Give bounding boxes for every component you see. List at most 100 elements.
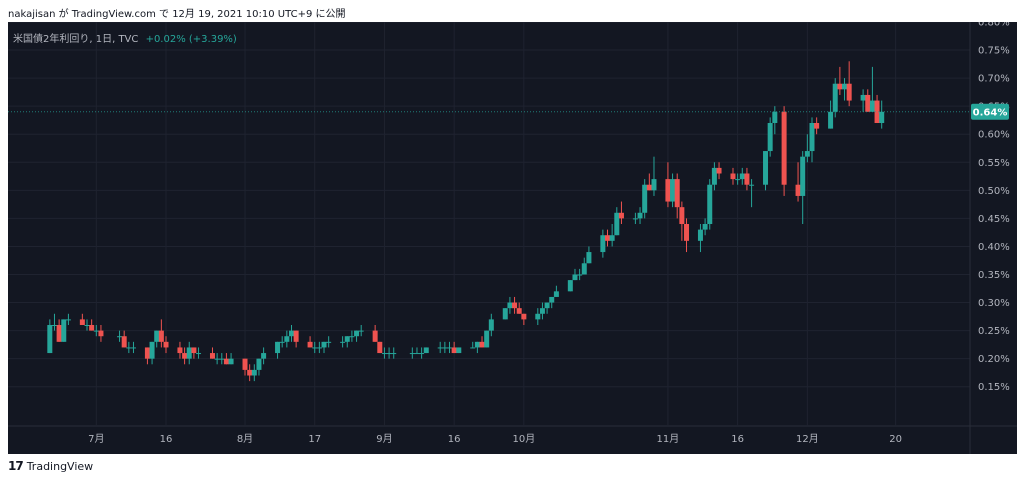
candle-body — [502, 308, 508, 320]
candle-body — [61, 319, 67, 342]
candle-body — [772, 111, 778, 123]
candle-body — [874, 100, 880, 123]
candle — [600, 229, 606, 258]
candle — [228, 353, 234, 365]
candle-body — [130, 347, 136, 349]
candle-body — [316, 347, 322, 349]
candle-body — [474, 341, 480, 348]
candle-body — [767, 123, 773, 152]
y-tick-label: 0.80% — [978, 22, 1010, 29]
x-tick-label: 20 — [889, 434, 902, 445]
candle — [697, 224, 703, 253]
candlestick-chart[interactable]: 0.15% 0.20% 0.25% 0.30% 0.35% 0.40% 0.45% 0.50%… — [8, 22, 1017, 454]
candle-body — [409, 353, 415, 355]
candle-body — [340, 341, 346, 343]
candle-body — [470, 347, 476, 349]
candle-body — [484, 330, 490, 348]
candle-body — [711, 167, 717, 185]
candle — [47, 319, 53, 354]
y-tick-label: 0.50% — [978, 186, 1010, 197]
candle — [93, 325, 99, 337]
candle-body — [549, 296, 555, 303]
candle-body — [702, 224, 708, 230]
candle — [251, 364, 257, 382]
candle-body — [637, 212, 643, 219]
candle — [177, 341, 183, 359]
candle — [516, 302, 522, 314]
candle — [702, 218, 708, 236]
candle — [642, 179, 648, 219]
candle-body — [219, 358, 225, 360]
candle — [521, 313, 527, 325]
candle — [586, 246, 592, 264]
candle — [261, 347, 267, 365]
candle — [804, 134, 810, 163]
candle — [781, 106, 787, 196]
x-tick-label: 7月 — [88, 433, 104, 445]
candle — [865, 89, 871, 112]
candle-body — [553, 291, 559, 297]
chart-area[interactable]: 0.15% 0.20% 0.25% 0.30% 0.35% 0.40% 0.45% 0.50%… — [8, 22, 1017, 454]
candle-body — [93, 330, 99, 332]
candle-body — [437, 347, 443, 349]
candle — [539, 302, 545, 320]
candle — [321, 341, 327, 354]
candle-body — [795, 184, 801, 196]
candle — [837, 66, 843, 95]
candles — [47, 61, 885, 382]
candle-body — [707, 184, 713, 224]
candle — [711, 162, 717, 191]
candle-body — [372, 330, 378, 342]
candle-body — [763, 151, 769, 185]
candle-body — [51, 325, 57, 326]
x-tick-label: 12月 — [796, 433, 819, 445]
candle-body — [307, 341, 313, 348]
candle — [182, 347, 188, 365]
candle-body — [377, 341, 383, 354]
candle — [386, 347, 392, 359]
y-tick-label: 0.15% — [978, 382, 1010, 393]
candle — [279, 336, 285, 348]
candle — [391, 347, 397, 359]
candle-body — [117, 336, 123, 338]
time-axis[interactable]: 7月 16 8月 17 9月 16 10月 11月 16 12月 20 — [88, 433, 902, 445]
candle — [618, 201, 624, 224]
candle — [61, 319, 67, 342]
candle-body — [349, 336, 355, 338]
grid-lines — [8, 22, 1017, 427]
candle-body — [381, 353, 387, 355]
candle — [349, 330, 355, 342]
candle — [744, 167, 750, 191]
candle-body — [442, 347, 448, 349]
candle-body — [98, 330, 104, 337]
candle-body — [837, 83, 843, 90]
tradingview-brand[interactable]: 17 TradingView — [8, 459, 93, 473]
candle-body — [684, 224, 690, 241]
candle-body — [423, 347, 429, 354]
candle-body — [567, 280, 573, 292]
candle-body — [828, 111, 834, 129]
candle — [144, 347, 150, 365]
candle — [451, 341, 457, 354]
candle-body — [605, 235, 611, 241]
candle — [679, 201, 685, 241]
candle-body — [256, 358, 262, 370]
x-tick-label: 10月 — [512, 433, 535, 445]
series-legend: 米国債2年利回り, 1日, TVC +0.02% (+3.39%) — [13, 30, 237, 45]
candle — [814, 117, 820, 135]
candle-body — [293, 330, 299, 342]
candle-body — [344, 336, 350, 342]
legend-change: +0.02% (+3.39%) — [145, 34, 237, 45]
candle — [288, 325, 294, 342]
candle — [479, 336, 485, 348]
price-axis[interactable]: 0.15% 0.20% 0.25% 0.30% 0.35% 0.40% 0.45% 0.50%… — [969, 22, 1010, 454]
candle — [446, 341, 452, 354]
candle-body — [697, 229, 703, 241]
candle — [196, 347, 202, 359]
y-tick-label: 0.45% — [978, 214, 1010, 225]
candle — [51, 313, 57, 331]
candle-body — [572, 274, 578, 281]
y-tick-label: 0.30% — [978, 298, 1010, 309]
candle — [605, 229, 611, 247]
brand-name: TradingView — [26, 459, 94, 473]
